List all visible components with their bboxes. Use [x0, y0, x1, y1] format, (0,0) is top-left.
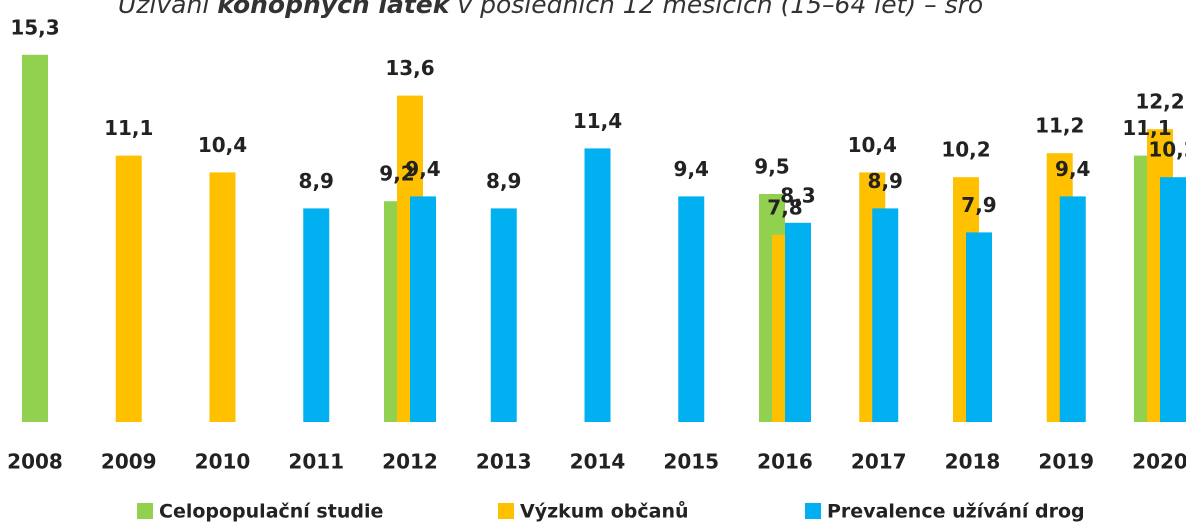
bar — [115, 155, 142, 422]
data-label: 13,6 — [385, 56, 434, 80]
x-tick-label: 2012 — [382, 450, 438, 474]
data-label: 7,9 — [961, 193, 996, 217]
data-label: 9,4 — [674, 157, 709, 181]
data-label: 10,2 — [1148, 138, 1186, 162]
bar — [490, 208, 517, 422]
legend-swatch — [805, 503, 821, 519]
bar — [1160, 177, 1186, 422]
x-tick-label: 2017 — [851, 450, 907, 474]
x-tick-label: 2008 — [7, 450, 63, 474]
bar — [785, 222, 811, 422]
data-label: 10,4 — [848, 133, 897, 157]
bar — [584, 148, 611, 422]
data-label: 11,1 — [104, 116, 153, 140]
x-tick-label: 2013 — [476, 450, 532, 474]
data-label: 10,2 — [941, 138, 990, 162]
data-label: 9,4 — [1055, 157, 1090, 181]
data-label: 8,9 — [868, 169, 903, 193]
title-part: Užívání — [118, 0, 217, 19]
x-tick-label: 2011 — [288, 450, 344, 474]
data-label: 9,4 — [405, 157, 440, 181]
legend-label: Celopopulační studie — [159, 501, 383, 523]
bar — [1059, 196, 1086, 422]
data-label: 8,3 — [780, 183, 815, 207]
title-part: konopných látek — [217, 0, 451, 19]
bar — [22, 54, 48, 423]
bar — [678, 196, 705, 422]
x-tick-label: 2009 — [101, 450, 157, 474]
data-label: 10,4 — [198, 133, 247, 157]
data-label: 11,2 — [1035, 114, 1084, 138]
data-label: 15,3 — [10, 15, 59, 39]
legend-swatch — [498, 503, 514, 519]
data-label: 7,8 — [767, 195, 802, 219]
legend-label: Výzkum občanů — [520, 500, 689, 523]
x-tick-label: 2020 — [1132, 450, 1186, 474]
bar — [410, 196, 436, 422]
bar — [209, 172, 236, 422]
x-tick-label: 2015 — [663, 450, 719, 474]
data-label: 12,2 — [1135, 90, 1184, 114]
x-tick-label: 2018 — [945, 450, 1001, 474]
data-label: 11,4 — [573, 109, 622, 133]
x-tick-label: 2014 — [570, 450, 626, 474]
title-part: v posledních 12 měsících (15–64 let) – s… — [449, 0, 983, 19]
bar — [966, 232, 992, 422]
x-tick-label: 2016 — [757, 450, 813, 474]
bar — [303, 208, 330, 422]
legend-swatch — [137, 503, 153, 519]
data-label: 8,9 — [486, 169, 521, 193]
bar — [872, 208, 899, 422]
x-tick-label: 2019 — [1038, 450, 1094, 474]
data-label: 11,1 — [1122, 116, 1171, 140]
chart-title: Užívání konopných látek v posledních 12 … — [118, 0, 983, 19]
legend-label: Prevalence užívání drog — [827, 501, 1085, 523]
data-label: 8,9 — [299, 169, 334, 193]
data-label: 9,5 — [754, 155, 789, 179]
data-label: 9,2 — [379, 162, 414, 186]
x-tick-label: 2010 — [195, 450, 251, 474]
